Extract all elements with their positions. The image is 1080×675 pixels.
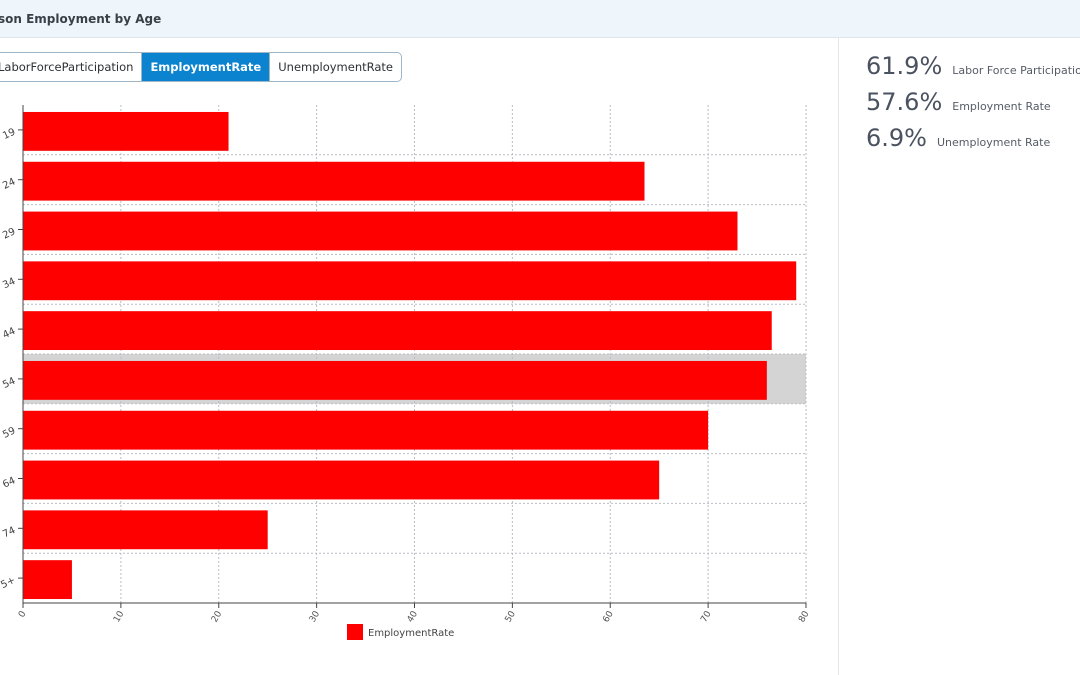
employment-rate-bar-chart: 19 24 29 34 44 54 59 64 74 75+ 0 10 20 30 40 50 60 70 80 Em… — [0, 105, 812, 640]
bar — [23, 111, 229, 151]
bar — [23, 161, 645, 201]
y-tick-label: 64 — [1, 475, 17, 490]
bar — [23, 360, 767, 400]
toggle-labor-force-participation[interactable]: LaborForceParticipation — [0, 60, 134, 74]
y-tick-label: 19 — [1, 127, 17, 142]
stat-value: 61.9% — [866, 52, 943, 80]
bar — [23, 560, 72, 600]
bar — [23, 510, 268, 550]
x-tick-label: 0 — [17, 609, 29, 619]
stat-unemployment-rate: 6.9% Unemployment Rate — [866, 124, 1050, 152]
stat-label: Labor Force Participation — [952, 64, 1080, 77]
bar — [23, 261, 797, 301]
x-tick-label: 10 — [112, 609, 127, 624]
x-tick-label: 60 — [601, 609, 616, 624]
stat-employment-rate: 57.6% Employment Rate — [866, 88, 1051, 116]
bar — [23, 211, 738, 251]
y-tick-label: 24 — [1, 176, 17, 191]
y-tick-label: 44 — [1, 326, 17, 341]
x-tick-label: 40 — [406, 609, 421, 624]
metric-toggle-group: LaborForceParticipation EmploymentRate U… — [0, 52, 402, 82]
panel-divider — [838, 38, 839, 675]
x-tick-label: 30 — [308, 609, 323, 624]
y-tick-label: 54 — [1, 376, 17, 391]
toggle-employment-rate[interactable]: EmploymentRate — [141, 53, 270, 81]
stat-label: Unemployment Rate — [936, 136, 1051, 149]
stat-label: Employment Rate — [952, 100, 1051, 113]
toggle-unemployment-rate[interactable]: UnemploymentRate — [269, 53, 401, 81]
stat-value: 6.9% — [866, 124, 927, 152]
y-tick-label: 75+ — [0, 575, 17, 594]
stat-labor-force-participation: 61.9% Labor Force Participation — [866, 52, 1080, 80]
y-tick-label: 34 — [1, 276, 17, 291]
y-tick-label: 29 — [1, 226, 17, 241]
legend-swatch — [347, 624, 363, 640]
x-tick-label: 20 — [210, 609, 225, 624]
legend-label: EmploymentRate — [368, 628, 454, 639]
bar — [23, 460, 660, 500]
bar — [23, 311, 772, 351]
x-tick-label: 50 — [504, 609, 519, 624]
x-tick-label: 70 — [699, 609, 714, 624]
header-bar: son Employment by Age — [0, 0, 1080, 38]
y-tick-label: 74 — [1, 525, 17, 540]
stat-value: 57.6% — [866, 88, 943, 116]
y-tick-label: 59 — [1, 425, 17, 440]
x-tick-label: 80 — [797, 609, 812, 624]
bar — [23, 410, 709, 450]
page-title: son Employment by Age — [0, 12, 162, 26]
